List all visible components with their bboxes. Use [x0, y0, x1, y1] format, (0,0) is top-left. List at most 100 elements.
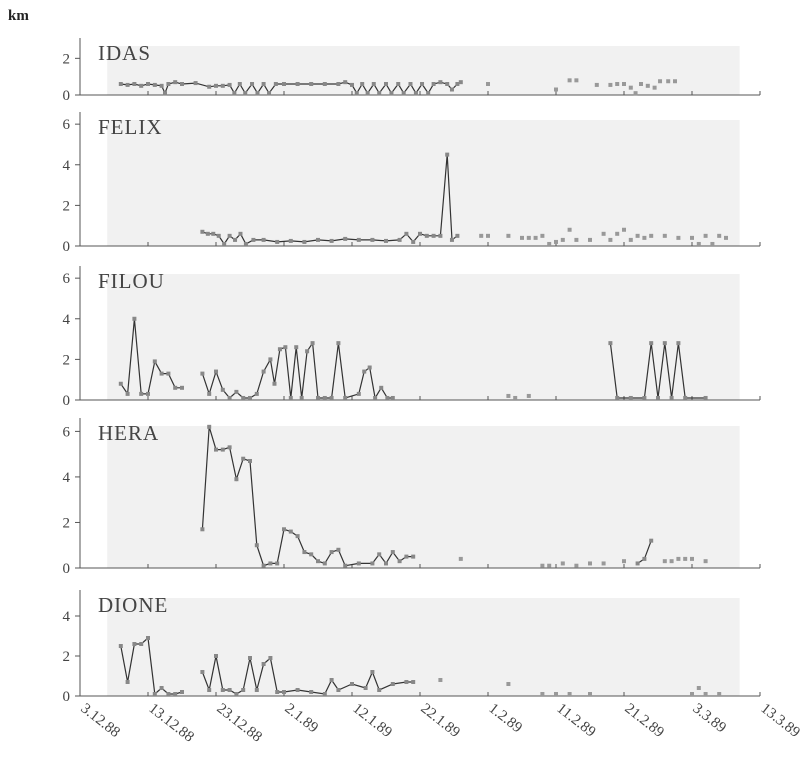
hera-isolated-point — [662, 559, 667, 564]
hera-data-point — [316, 559, 320, 564]
felix-data-point — [343, 236, 348, 241]
idas-data-point — [343, 80, 348, 85]
idas-data-point — [193, 81, 198, 86]
felix-data-point — [449, 237, 454, 242]
filou-data-point — [159, 371, 164, 376]
dione-data-point — [411, 680, 416, 684]
felix-data-point — [445, 152, 450, 157]
dione-isolated-point — [438, 678, 443, 682]
idas-data-point — [163, 91, 167, 96]
dione-data-point — [166, 692, 171, 696]
filou-data-point — [683, 395, 688, 400]
filou-data-point — [166, 371, 171, 376]
filou-data-point — [214, 369, 218, 374]
felix-isolated-point — [601, 231, 606, 236]
hera-data-point — [248, 458, 252, 463]
dione-data-point — [159, 686, 164, 690]
dione-isolated-point — [703, 692, 708, 696]
idas-data-point — [384, 82, 388, 86]
hera-data-point — [302, 550, 307, 555]
idas-isolated-point — [608, 82, 613, 87]
idas-isolated-point — [658, 79, 663, 84]
dione-data-point — [180, 690, 184, 694]
felix-isolated-point — [526, 235, 531, 240]
filou-data-point — [294, 345, 299, 350]
dione-data-point — [336, 688, 341, 692]
filou-data-point — [656, 395, 660, 400]
idas-data-point — [365, 91, 370, 96]
idas-data-point — [401, 91, 406, 96]
dione-isolated-point — [554, 692, 558, 696]
idas-data-point — [118, 82, 123, 86]
felix-data-point — [438, 233, 443, 238]
filou-data-point — [261, 369, 266, 374]
filou-data-point — [227, 395, 232, 400]
dione-data-point — [234, 692, 239, 696]
felix-data-point — [251, 237, 256, 242]
dione-data-point — [295, 688, 300, 692]
idas-data-point — [455, 82, 460, 86]
filou-data-point — [367, 365, 372, 370]
felix-isolated-point — [567, 227, 572, 232]
unit-label: km — [8, 8, 29, 24]
filou-data-point — [132, 316, 137, 321]
felix-isolated-point — [486, 233, 490, 238]
idas-isolated-point — [666, 79, 671, 84]
hera-data-point — [384, 561, 388, 566]
dione-data-point — [404, 680, 409, 684]
hera-data-point — [356, 561, 361, 566]
felix-data-point — [404, 231, 409, 236]
dione-isolated-point — [690, 692, 694, 696]
filou-data-point — [356, 391, 361, 396]
dione-data-point — [275, 690, 280, 694]
idas-data-point — [227, 82, 232, 87]
dione-data-point — [152, 692, 157, 696]
idas-data-point — [220, 83, 225, 88]
filou-data-point — [288, 395, 293, 400]
hera-data-point — [411, 554, 416, 559]
hera-isolated-point — [703, 559, 708, 564]
dione-data-point — [200, 670, 205, 674]
felix-data-point — [455, 233, 460, 238]
hera-data-point — [254, 543, 259, 548]
hera-data-point — [397, 559, 402, 564]
x-tick-label: 21.2.89 — [622, 701, 667, 741]
x-tick-label: 1.2.89 — [486, 701, 525, 737]
x-tick-label: 13.3.89 — [758, 701, 800, 741]
felix-y-tick-label: 2 — [63, 198, 71, 214]
felix-data-point — [211, 231, 216, 236]
hera-isolated-point — [601, 561, 606, 566]
dione-data-point — [125, 680, 130, 684]
idas-isolated-point — [554, 87, 558, 92]
dione-data-point — [329, 678, 334, 682]
filou-isolated-point — [513, 395, 518, 400]
hera-isolated-point — [540, 563, 545, 568]
idas-isolated-point — [622, 82, 626, 86]
filou-data-point — [254, 391, 259, 396]
idas-data-point — [282, 82, 286, 86]
hera-isolated-point — [669, 559, 674, 564]
idas-data-point — [139, 83, 144, 88]
felix-data-point — [233, 237, 238, 242]
felix-band — [107, 120, 740, 246]
x-tick-label: 3.12.88 — [78, 701, 123, 741]
felix-y-tick-label: 0 — [63, 239, 71, 255]
filou-data-point — [662, 341, 667, 346]
felix-isolated-point — [703, 233, 708, 238]
hera-isolated-point — [588, 561, 592, 566]
filou-data-point — [322, 395, 327, 400]
idas-data-point — [261, 82, 266, 86]
felix-data-point — [329, 238, 334, 243]
idas-data-point — [354, 91, 359, 96]
idas-data-point — [237, 82, 242, 86]
filou-series-line-0 — [120, 318, 182, 396]
dione-data-point — [173, 692, 178, 696]
felix-data-point — [397, 237, 402, 242]
hera-data-point — [268, 561, 273, 566]
dione-isolated-point — [588, 692, 592, 696]
dione-series-line-0 — [120, 636, 183, 696]
felix-data-point — [275, 239, 280, 244]
hera-data-point — [390, 550, 395, 555]
filou-data-point — [272, 381, 277, 386]
